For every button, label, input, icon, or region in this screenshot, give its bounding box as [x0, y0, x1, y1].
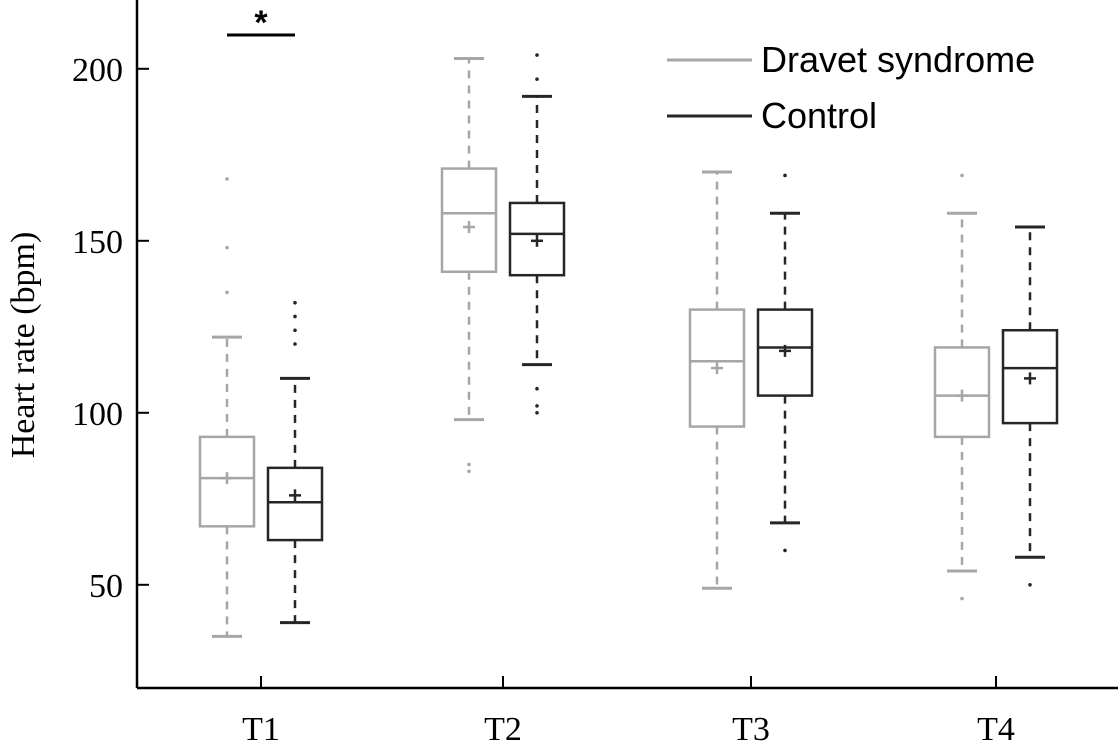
outlier-point — [535, 404, 539, 408]
outlier-point — [467, 462, 471, 467]
legend-label: Control — [761, 95, 877, 136]
outlier-point — [535, 77, 539, 81]
series-dravet-syndrome — [198, 56, 991, 638]
iqr-box — [756, 308, 814, 397]
outlier-point — [783, 548, 787, 553]
iqr-box — [508, 201, 566, 277]
outlier-point — [293, 328, 297, 333]
y-axis-title: Heart rate (bpm) — [5, 232, 42, 459]
legend-item-control: Control — [667, 95, 877, 136]
y-tick-label: 50 — [89, 568, 123, 605]
iqr-box — [1001, 328, 1059, 425]
x-tick-label: T2 — [484, 711, 522, 748]
outlier-point — [960, 173, 964, 178]
iqr-box — [933, 346, 991, 439]
outlier-point — [467, 469, 471, 474]
outlier-point — [960, 596, 964, 601]
outlier-point — [535, 53, 539, 57]
outlier-point — [293, 300, 297, 305]
legend: Dravet syndrome Control — [667, 39, 1035, 136]
box-t2 — [440, 56, 498, 474]
outlier-point — [293, 314, 297, 319]
x-tick-label: T1 — [242, 711, 280, 748]
iqr-box — [266, 466, 324, 542]
box-t1 — [198, 177, 256, 638]
series-control — [266, 53, 1059, 625]
outlier-point — [225, 245, 229, 250]
iqr-box — [440, 167, 498, 274]
box-t4 — [1001, 225, 1059, 587]
outlier-point — [1028, 583, 1032, 587]
outlier-point — [293, 342, 297, 346]
box-t3 — [756, 173, 814, 553]
legend-label: Dravet syndrome — [761, 39, 1035, 80]
iqr-box — [198, 435, 256, 528]
y-tick-label: 200 — [72, 52, 123, 89]
box-t1 — [266, 300, 324, 625]
boxes-layer — [198, 53, 1059, 638]
x-tick-label: T3 — [732, 711, 770, 748]
axes-layer: 50 100 150 200 T1 T2 T3 T4 * — [72, 0, 1118, 748]
y-tick-label: 100 — [72, 396, 123, 433]
outlier-point — [783, 173, 787, 178]
iqr-box — [688, 308, 746, 428]
outlier-point — [225, 290, 229, 295]
box-t2 — [508, 53, 566, 415]
outlier-point — [535, 386, 539, 391]
outlier-point — [225, 177, 229, 181]
legend-item-dravet-syndrome: Dravet syndrome — [667, 39, 1035, 80]
outlier-point — [535, 411, 539, 415]
box-t3 — [688, 170, 746, 590]
x-tick-label: T4 — [977, 711, 1015, 748]
significance-marker: * — [254, 4, 268, 42]
box-t4 — [933, 173, 991, 601]
y-tick-label: 150 — [72, 224, 123, 261]
